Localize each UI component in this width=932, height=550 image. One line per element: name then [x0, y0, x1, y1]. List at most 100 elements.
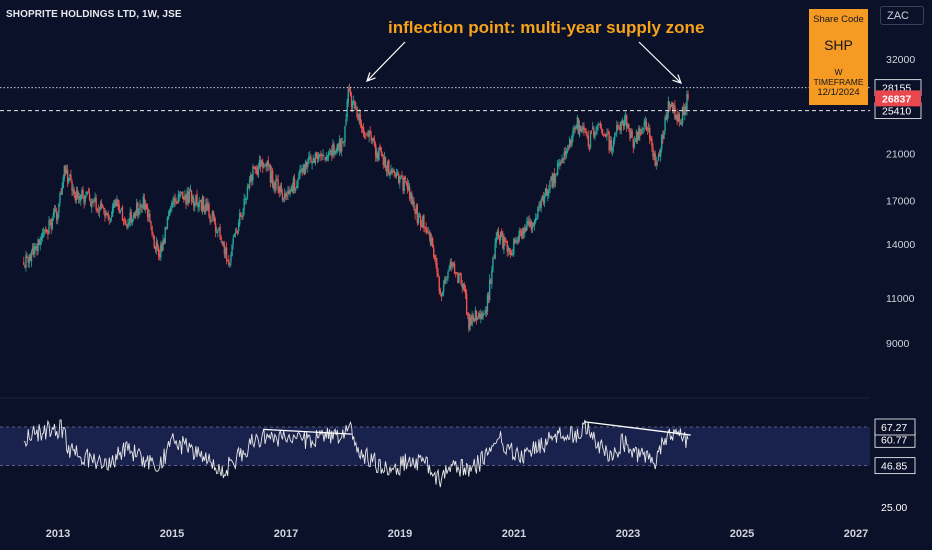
- candle-body: [175, 201, 177, 202]
- candle-body: [52, 213, 55, 217]
- candle-body: [115, 200, 117, 207]
- candle-body: [81, 189, 83, 195]
- candle-body: [326, 156, 329, 159]
- rsi-tick-label: 60.77: [881, 434, 907, 446]
- candle-body: [617, 124, 619, 127]
- candle-body: [661, 134, 663, 149]
- candle-body: [581, 128, 583, 132]
- candle-body: [169, 207, 172, 211]
- candle-body: [200, 199, 203, 210]
- candle-body: [57, 214, 59, 221]
- candle-body: [315, 153, 318, 157]
- candle-body: [207, 203, 209, 210]
- candle-body: [618, 126, 620, 128]
- candle-body: [145, 203, 148, 209]
- candle-body: [654, 153, 656, 166]
- candle-body: [107, 213, 109, 218]
- candle-body: [439, 289, 442, 294]
- candle-body: [513, 238, 515, 255]
- candle-body: [647, 128, 650, 130]
- candle-body: [213, 216, 216, 223]
- candle-body: [462, 283, 465, 289]
- candle-body: [638, 128, 640, 141]
- candle-body: [551, 176, 553, 188]
- candle-body: [186, 191, 188, 204]
- candle-body: [171, 203, 173, 207]
- candle-body: [160, 244, 162, 258]
- candle-body: [356, 106, 358, 117]
- candle-body: [202, 196, 205, 210]
- candle-body: [364, 135, 366, 137]
- candle-body: [643, 122, 645, 127]
- candle-body: [126, 224, 128, 227]
- candle-body: [383, 156, 386, 166]
- candle-body: [460, 273, 462, 285]
- candle-body: [94, 197, 96, 202]
- candle-body: [406, 183, 409, 190]
- candle-body: [388, 159, 390, 175]
- candle-body: [499, 232, 502, 241]
- candle-body: [538, 205, 540, 207]
- candle-body: [191, 196, 194, 200]
- candle-body: [72, 188, 74, 192]
- candle-body: [506, 241, 508, 252]
- candle-body: [61, 187, 63, 195]
- candle-body: [561, 158, 563, 164]
- candle-body: [218, 227, 220, 230]
- candle-body: [370, 135, 372, 141]
- candle-body: [360, 123, 363, 129]
- candle-body: [137, 202, 139, 216]
- candle-body: [351, 101, 354, 109]
- candle-body: [399, 177, 401, 183]
- x-tick-label: 2027: [844, 528, 868, 540]
- candle-body: [602, 134, 605, 136]
- candle-body: [537, 206, 539, 218]
- candle-body: [247, 187, 250, 189]
- candle-body: [404, 176, 406, 180]
- candle-body: [84, 195, 86, 203]
- rsi-tick-label: 46.85: [881, 461, 907, 473]
- candle-body: [37, 239, 39, 252]
- candle-body: [231, 244, 233, 257]
- candle-body: [103, 207, 105, 210]
- candle-body: [317, 154, 320, 161]
- candle-body: [278, 188, 280, 193]
- candle-body: [423, 215, 425, 228]
- candle-body: [188, 191, 191, 203]
- candle-body: [310, 157, 312, 163]
- candle-body: [76, 189, 79, 199]
- candle-body: [257, 166, 260, 174]
- candle-body: [483, 313, 485, 315]
- date-label: 12/1/2024: [817, 87, 860, 98]
- candle-body: [184, 195, 186, 199]
- rsi-divergence-line: [263, 428, 352, 435]
- candle-body: [437, 273, 439, 276]
- candle-body: [563, 151, 565, 159]
- price-tick-label: 9000: [886, 338, 910, 350]
- candle-body: [387, 161, 389, 172]
- candle-body: [680, 123, 683, 126]
- candle-body: [255, 167, 257, 170]
- candle-body: [162, 239, 164, 250]
- candle-body: [451, 263, 454, 267]
- candle-body: [129, 212, 131, 223]
- candle-body: [244, 199, 246, 200]
- candle-body: [106, 212, 108, 215]
- candle-body: [346, 101, 348, 118]
- candle-body: [87, 191, 90, 193]
- candle-body: [50, 222, 52, 229]
- annotation-text: inflection point: multi-year supply zone: [388, 18, 705, 37]
- candle-body: [391, 170, 393, 174]
- candle-body: [482, 313, 484, 318]
- candle-body: [365, 135, 367, 137]
- candle-body: [621, 119, 623, 123]
- currency-selector[interactable]: ZAC: [880, 6, 924, 25]
- candle-body: [640, 133, 642, 135]
- candle-body: [339, 138, 342, 152]
- candle-body: [440, 294, 443, 296]
- candle-body: [419, 216, 422, 226]
- candle-body: [374, 144, 377, 157]
- candle-body: [684, 106, 686, 116]
- candle-body: [481, 312, 483, 319]
